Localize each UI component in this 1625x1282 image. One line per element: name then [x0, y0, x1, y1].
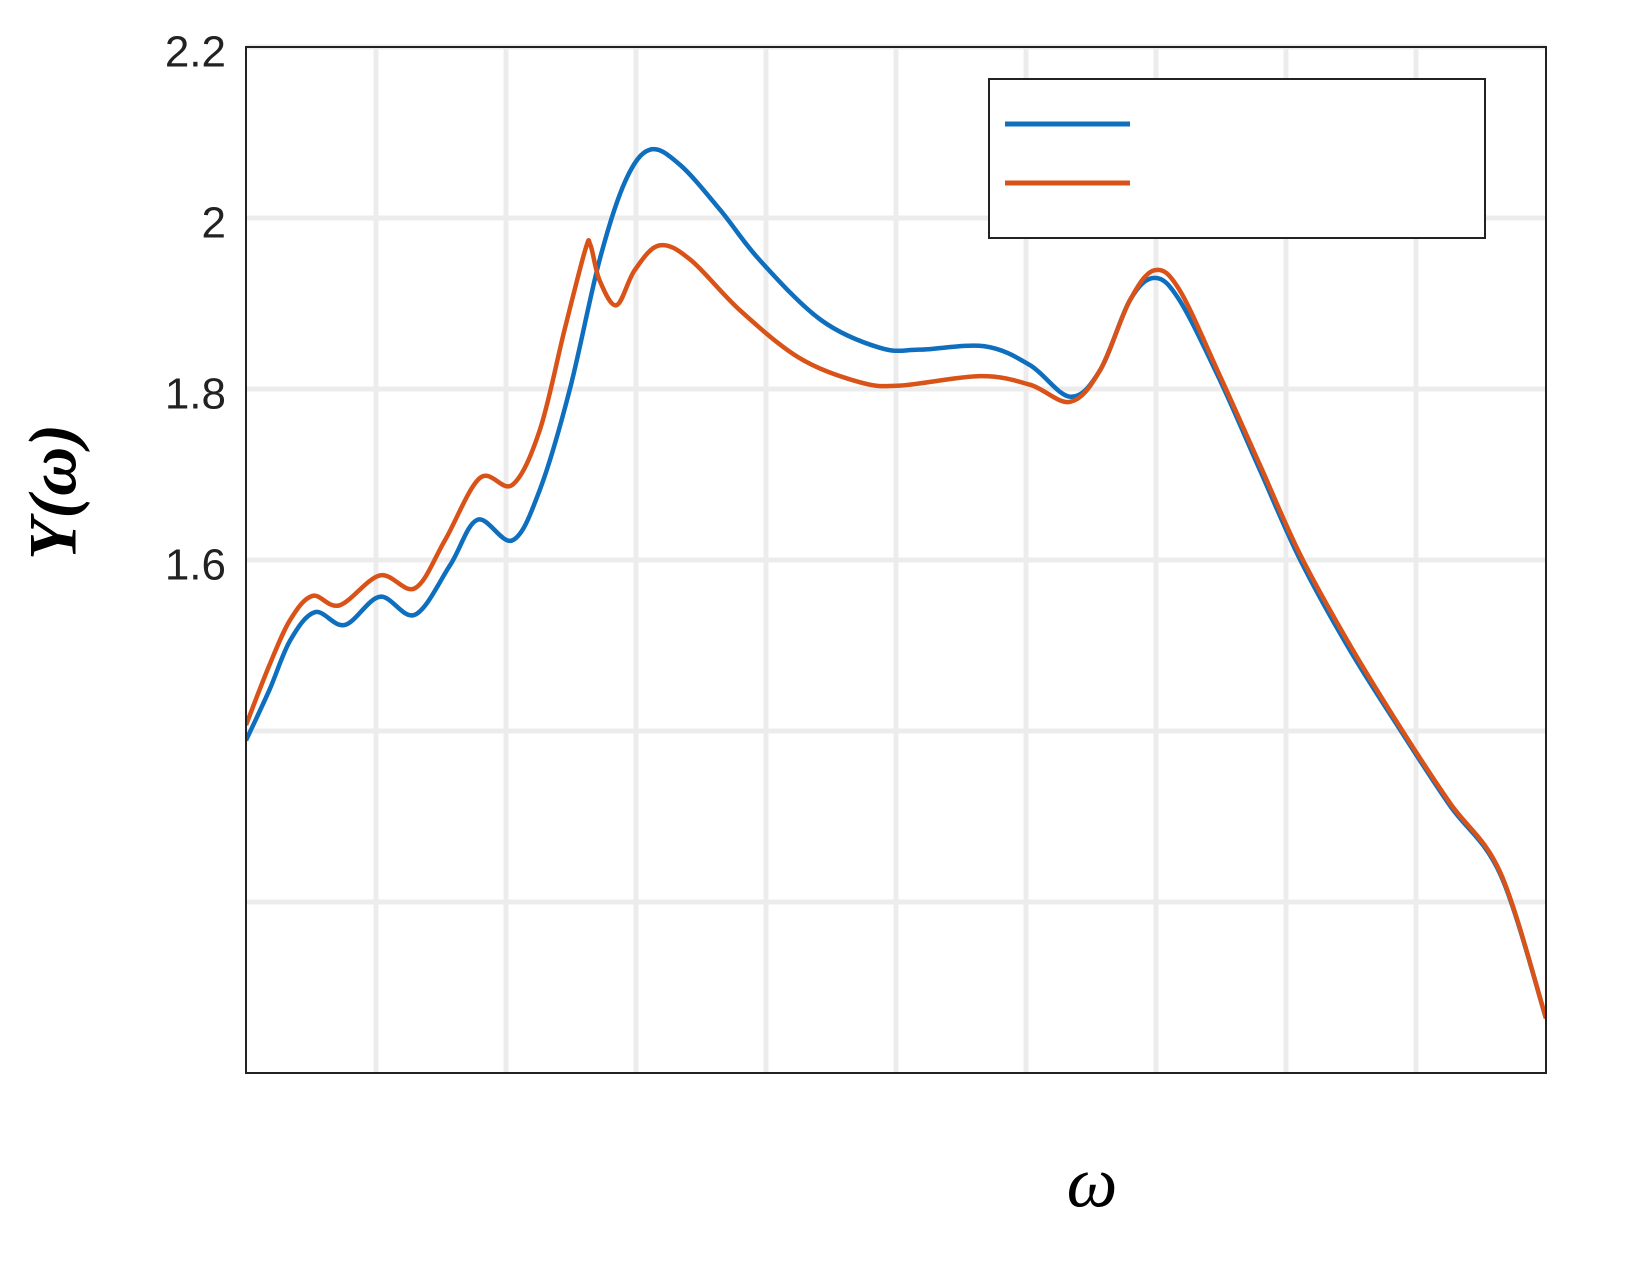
y-tick-label: 1.8: [165, 370, 226, 419]
legend-box: [988, 78, 1486, 239]
series-line: [246, 146, 1546, 1019]
y-tick-label: 2.2: [165, 28, 226, 77]
tick-labels: 1.6 1.8 2 2.2: [165, 28, 226, 590]
y-axis-title: Y(ω): [15, 424, 91, 560]
y-tick-label: 1.6: [165, 541, 226, 590]
x-axis-title: ω: [1067, 1143, 1118, 1223]
legend: [988, 78, 1486, 239]
plot-frame: [245, 46, 1547, 1074]
y-tick-label: 2: [202, 199, 226, 248]
plot-lines: [246, 146, 1546, 1019]
series-line: [246, 238, 1546, 1019]
